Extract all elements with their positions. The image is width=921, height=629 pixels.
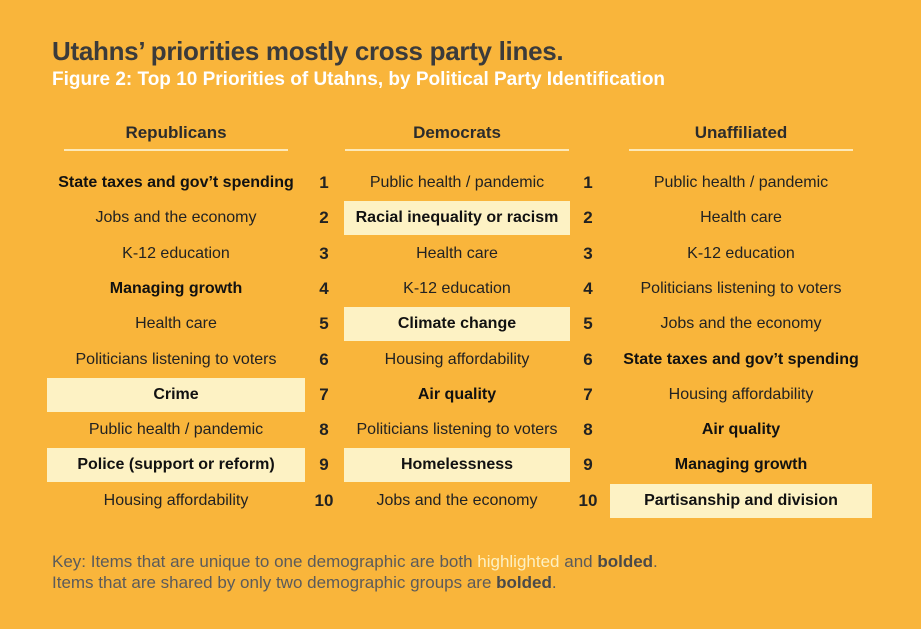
priority-item: K-12 education: [687, 244, 795, 262]
key-text: bolded: [496, 573, 552, 592]
rank: 5: [319, 314, 329, 334]
rank: 2: [319, 208, 329, 228]
key-line: Items that are shared by only two demogr…: [52, 573, 557, 593]
rank: 8: [319, 420, 329, 440]
priority-item: Partisanship and division: [610, 483, 872, 518]
priority-item: Housing affordability: [384, 350, 530, 368]
rank: 10: [578, 490, 598, 510]
priority-item: K-12 education: [122, 244, 230, 262]
column-header: Unaffiliated: [694, 123, 788, 142]
rank: 4: [583, 278, 593, 298]
rank: 3: [319, 243, 329, 263]
header-rule: [64, 149, 288, 151]
rank: 6: [319, 349, 329, 369]
priority-item: State taxes and gov’t spending: [623, 350, 859, 368]
rank: 1: [583, 173, 593, 192]
priority-item: Managing growth: [109, 279, 243, 297]
key-text: Items that are shared by only two demogr…: [52, 573, 497, 592]
priority-item: Housing affordability: [103, 491, 249, 509]
key-text: highlighted: [477, 552, 560, 571]
priority-item: Health care: [700, 209, 782, 227]
priority-item: Public health / pandemic: [369, 174, 545, 191]
rank: 5: [583, 314, 593, 334]
key-text: bolded: [597, 552, 654, 571]
priority-item: Crime: [47, 377, 305, 412]
priority-item: Housing affordability: [668, 385, 814, 403]
title: Utahns’ priorities mostly cross party li…: [52, 36, 564, 66]
rank: 8: [583, 420, 593, 440]
header-rule: [345, 149, 569, 151]
header-rule: [629, 149, 853, 151]
subtitle: Figure 2: Top 10 Priorities of Utahns, b…: [52, 69, 666, 90]
rank: 7: [319, 384, 329, 404]
rank: 3: [583, 243, 593, 263]
key-text: Key: Items that are unique to one demogr…: [52, 552, 478, 571]
priority-item: K-12 education: [403, 279, 511, 297]
key-text: and: [559, 552, 598, 571]
priority-item: Jobs and the economy: [95, 209, 257, 227]
rank: 9: [319, 455, 329, 475]
priority-item: Police (support or reform): [47, 448, 305, 483]
priority-item: Air quality: [417, 385, 497, 403]
priority-item: Politicians listening to voters: [640, 279, 842, 297]
key-text: .: [551, 573, 557, 592]
priority-item: Public health / pandemic: [653, 174, 829, 191]
priority-item: Health care: [135, 315, 217, 333]
rank: 9: [583, 455, 593, 475]
key-text: .: [653, 552, 658, 571]
rank: 1: [319, 173, 329, 192]
priority-item: Politicians listening to voters: [356, 421, 558, 439]
rank: 2: [583, 208, 593, 228]
priority-item: Homelessness: [344, 448, 570, 483]
rank: 4: [319, 278, 329, 298]
priority-item: State taxes and gov’t spending: [58, 174, 294, 191]
priority-item: Air quality: [701, 421, 781, 439]
key-line: Key: Items that are unique to one demogr…: [52, 552, 658, 572]
priority-item: Jobs and the economy: [660, 315, 822, 333]
priority-item: Politicians listening to voters: [75, 350, 277, 368]
priority-item: Public health / pandemic: [88, 421, 264, 439]
priority-item: Health care: [416, 244, 498, 262]
rank: 7: [583, 384, 593, 404]
rank: 10: [314, 490, 334, 510]
priority-item: Racial inequality or racism: [344, 201, 570, 236]
column-header: Republicans: [125, 123, 227, 142]
priority-item: Climate change: [344, 307, 570, 342]
priority-item: Managing growth: [674, 456, 808, 474]
column-header: Democrats: [413, 123, 501, 142]
rank: 6: [583, 349, 593, 369]
priority-item: Jobs and the economy: [376, 491, 538, 509]
